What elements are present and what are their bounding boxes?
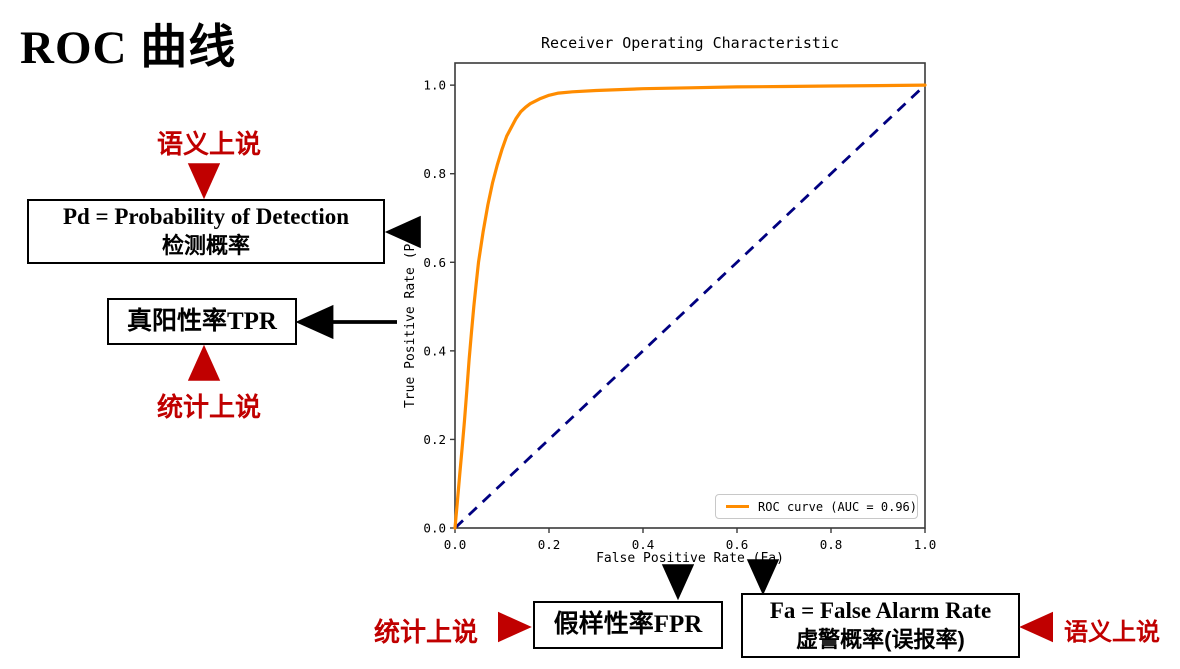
fa-definition-line2: 虚警概率(误报率) [796,627,965,653]
roc-curve-legend-label: ROC curve (AUC = 0.96) [758,499,917,514]
x-tick-label: 0.8 [820,537,843,552]
page-title: ROC 曲线 [20,22,237,74]
x-axis-label: False Positive Rate (Fa) [596,551,784,566]
chance-diagonal-line [454,84,926,530]
x-tick-label: 0.6 [726,537,749,552]
pd-definition-line2: 检测概率 [161,233,250,259]
y-tick-label: 0.4 [423,343,446,358]
roc-curve-line [453,83,927,530]
plot-border [454,62,926,529]
x-tick-label: 1.0 [914,537,937,552]
y-tick-label: 0.2 [423,432,446,447]
chart-legend: ROC curve (AUC = 0.96) [715,494,918,519]
label-semantic-bottom: 语义上说 [1064,619,1160,646]
x-tick-label: 0.2 [538,537,561,552]
label-statistic-bottom: 统计上说 [374,617,479,647]
y-tick-label: 0.8 [423,166,446,181]
label-semantic-top: 语义上说 [157,129,262,159]
x-axis-ticks: 0.0 0.2 0.4 0.6 0.8 1.0 [444,528,937,552]
roc-curve-legend-swatch [726,505,750,508]
label-statistic-left: 统计上说 [157,392,262,422]
x-tick-label: 0.0 [444,537,467,552]
x-tick-label: 0.4 [632,537,655,552]
y-tick-label: 0.0 [423,521,446,536]
pd-definition-line1: Pd = Probability of Detection [62,204,350,230]
fpr-box: 假样性率FPR [533,601,723,649]
y-tick-label: 0.6 [423,255,446,270]
chart-title: Receiver Operating Characteristic [541,34,839,52]
tpr-label: 真阳性率TPR [126,307,277,335]
y-axis-ticks: 0.0 0.2 0.4 0.6 0.8 1.0 [423,78,455,536]
fpr-label: 假样性率FPR [553,611,703,639]
y-tick-label: 1.0 [423,78,446,93]
pd-definition-box: Pd = Probability of Detection 检测概率 [27,199,385,264]
fa-definition-line1: Fa = False Alarm Rate [769,598,992,624]
y-axis-label: True Positive Rate (Pd) [403,228,418,408]
fa-definition-box: Fa = False Alarm Rate 虚警概率(误报率) [741,593,1020,658]
